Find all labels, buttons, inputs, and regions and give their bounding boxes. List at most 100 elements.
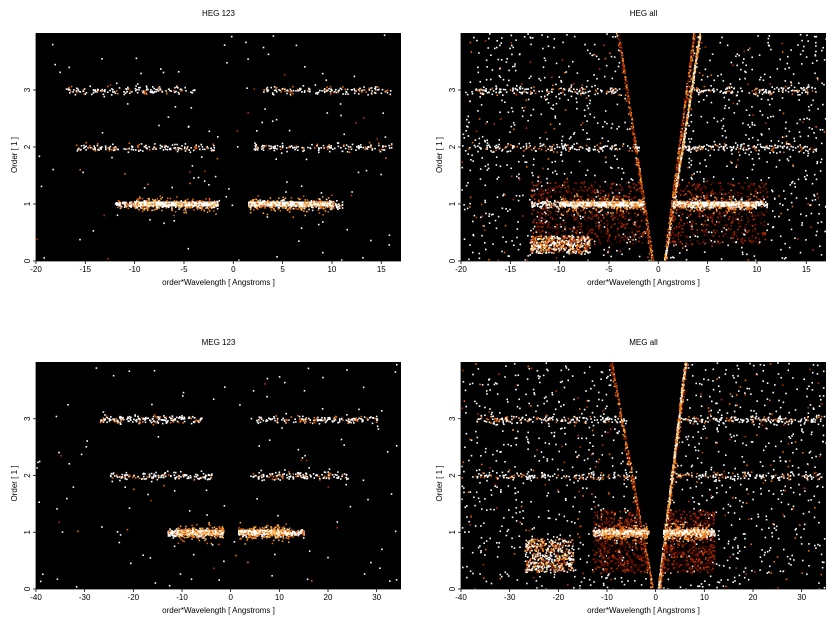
event-point (187, 202, 189, 204)
event-point (691, 109, 693, 111)
event-point (468, 148, 470, 150)
event-point (546, 189, 548, 191)
event-point (616, 128, 618, 130)
event-point (635, 138, 636, 139)
event-point (542, 198, 544, 200)
event-point (167, 149, 169, 151)
event-point (820, 170, 822, 172)
event-point (724, 97, 726, 99)
event-point (538, 214, 540, 216)
event-point (711, 232, 713, 234)
event-point (381, 93, 383, 95)
event-point (690, 114, 692, 116)
event-point (126, 89, 128, 91)
event-point (119, 87, 121, 89)
event-point (212, 149, 214, 151)
event-point (580, 229, 582, 231)
event-point (630, 218, 632, 220)
event-point (465, 130, 467, 132)
event-point (551, 217, 553, 219)
event-point (734, 194, 736, 196)
event-point (651, 259, 652, 260)
event-point (342, 204, 344, 206)
event-point (328, 197, 330, 199)
event-point (749, 210, 751, 212)
event-point (178, 202, 180, 204)
event-point (629, 186, 631, 188)
event-point (603, 254, 605, 256)
event-point (652, 254, 653, 255)
event-point (496, 40, 498, 42)
event-point (286, 147, 288, 149)
event-point (513, 129, 515, 131)
event-point (350, 146, 352, 148)
event-point (638, 161, 639, 162)
event-point (160, 145, 162, 147)
event-point (224, 44, 226, 46)
event-point (487, 47, 489, 49)
event-point (208, 184, 210, 186)
event-point (623, 233, 625, 235)
event-point (707, 242, 709, 244)
event-point (631, 150, 633, 152)
event-point (595, 225, 597, 227)
event-point (707, 219, 709, 221)
event-point (278, 208, 280, 210)
event-point (578, 223, 580, 225)
event-point (253, 199, 255, 201)
event-point (758, 243, 760, 245)
event-point (342, 93, 344, 95)
event-point (800, 54, 802, 56)
event-point (152, 210, 154, 212)
event-point (746, 254, 748, 256)
event-point (130, 202, 132, 204)
event-point (498, 216, 500, 218)
event-point (706, 232, 708, 234)
event-point (262, 145, 264, 147)
event-point (511, 126, 513, 128)
event-point (780, 236, 782, 238)
event-point (283, 88, 285, 90)
event-point (360, 144, 362, 146)
event-point (486, 60, 488, 62)
event-point (700, 189, 702, 191)
event-point (318, 152, 320, 154)
event-point (645, 219, 647, 221)
event-point (685, 102, 686, 103)
event-point (639, 256, 641, 258)
event-point (610, 256, 612, 258)
event-point (567, 216, 569, 218)
event-point (689, 221, 691, 223)
event-point (646, 214, 648, 216)
event-point (693, 55, 694, 56)
event-point (202, 146, 204, 148)
event-point (78, 90, 80, 92)
event-point (169, 203, 171, 205)
event-point (673, 228, 675, 230)
event-point (680, 235, 682, 237)
event-point (745, 72, 747, 74)
event-point (508, 70, 510, 72)
event-point (757, 35, 759, 37)
event-point (695, 62, 697, 64)
event-point (148, 146, 150, 148)
event-point (597, 214, 599, 216)
event-point (692, 79, 694, 81)
event-point (260, 199, 262, 201)
event-point (554, 38, 556, 40)
event-point (170, 90, 172, 92)
event-point (682, 228, 684, 230)
event-point (469, 203, 471, 205)
event-point (730, 190, 732, 192)
event-point (671, 219, 673, 221)
event-point (264, 89, 266, 91)
event-point (204, 149, 206, 151)
event-point (138, 209, 140, 211)
event-point (293, 90, 295, 92)
event-point (135, 85, 137, 87)
event-point (93, 230, 95, 232)
event-point (773, 116, 775, 118)
event-point (137, 147, 139, 149)
event-point (306, 159, 308, 161)
